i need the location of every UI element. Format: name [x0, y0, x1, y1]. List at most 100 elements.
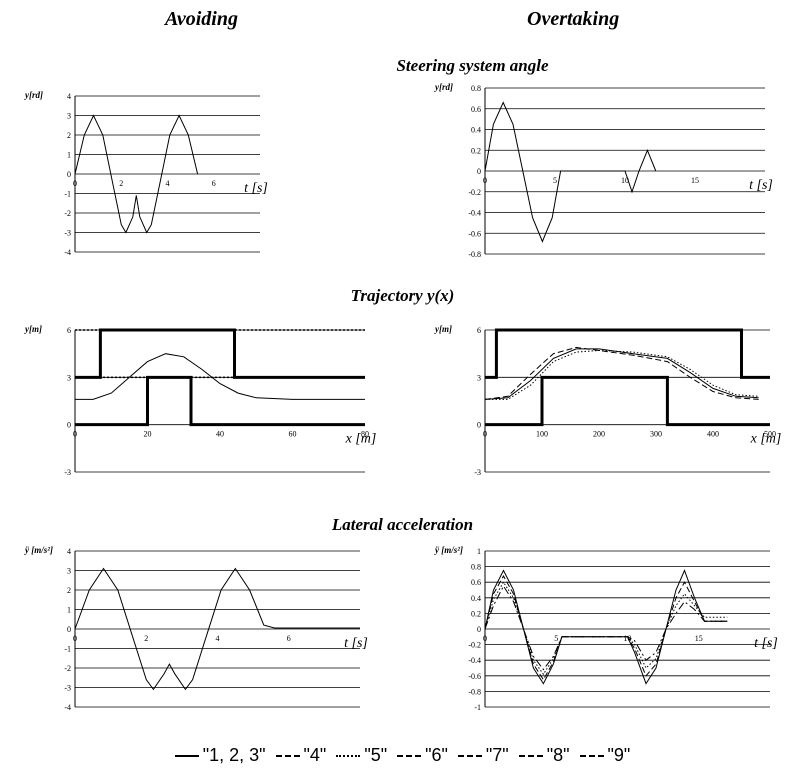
obstacle-boundary — [75, 328, 365, 379]
overtaking-header: Overtaking — [527, 8, 620, 30]
y-tick-label: 1 — [67, 606, 71, 615]
y-tick-label: -3 — [64, 468, 71, 477]
legend-label: "8" — [546, 745, 570, 765]
x-tick-label: 0 — [483, 176, 487, 185]
y-tick-label: -0.8 — [468, 250, 481, 259]
series-line — [74, 567, 360, 691]
series-line — [484, 101, 657, 243]
y-tick-label: 0 — [67, 170, 71, 179]
y-tick-label: 0 — [477, 625, 481, 634]
x-axis-label: x [m] — [750, 432, 782, 447]
y-tick-label: 6 — [67, 326, 71, 335]
y-tick-label: 3 — [67, 112, 71, 121]
x-tick-label: 0 — [483, 430, 487, 439]
y-tick-label: -3 — [64, 229, 71, 238]
legend: "1, 2, 3" "4" "5" "6" "7" "8" "9" — [0, 745, 805, 766]
y-tick-label: -4 — [64, 248, 71, 257]
y-tick-label: 6 — [477, 326, 481, 335]
series-line — [484, 569, 728, 685]
chart-lateral-overtaking: -1-0.8-0.6-0.4-0.200.20.40.60.810 5 10 15ÿ … — [434, 545, 778, 712]
y-tick-label: 2 — [67, 586, 71, 595]
y-tick-label: -2 — [64, 664, 71, 673]
y-tick-label: 0.2 — [471, 609, 481, 618]
y-tick-label: -2 — [64, 209, 71, 218]
y-axis-label: ÿ [m/s²] — [24, 545, 53, 555]
x-tick-label: 100 — [536, 430, 548, 439]
legend-swatch — [397, 755, 422, 758]
y-axis-label: y[m] — [24, 324, 42, 334]
x-tick-label: 10 — [621, 176, 629, 185]
y-tick-label: -3 — [474, 468, 481, 477]
x-tick-label: 4 — [216, 634, 220, 643]
y-tick-label: 0.8 — [471, 563, 481, 572]
legend-item: "5" — [336, 745, 387, 766]
x-tick-label: 2 — [119, 179, 123, 188]
y-axis-label: ÿ [m/s²] — [434, 545, 463, 555]
x-tick-label: 10 — [624, 634, 632, 643]
section-title-steering: Steering system angle — [396, 56, 549, 75]
legend-item: "7" — [457, 745, 509, 766]
x-tick-label: 0 — [73, 430, 77, 439]
y-tick-label: 4 — [67, 547, 71, 556]
series-line — [75, 353, 365, 400]
y-tick-label: -1 — [64, 190, 71, 199]
y-tick-label: 0 — [477, 421, 481, 430]
x-tick-label: 5 — [554, 634, 558, 643]
y-tick-label: -1 — [64, 645, 71, 654]
y-tick-label: 3 — [67, 373, 71, 382]
x-tick-label: 300 — [650, 430, 662, 439]
obstacle-boundary — [485, 328, 770, 379]
x-tick-label: 20 — [144, 430, 152, 439]
x-tick-label: 6 — [212, 179, 216, 188]
y-tick-label: -0.4 — [468, 209, 481, 218]
x-tick-label: 0 — [73, 179, 77, 188]
y-tick-label: -0.6 — [468, 229, 481, 238]
y-tick-label: 0 — [67, 421, 71, 430]
y-tick-label: 0.4 — [471, 126, 481, 135]
section-title-trajectory: Trajectory y(x) — [350, 286, 455, 305]
x-tick-label: 60 — [289, 430, 297, 439]
x-tick-label: 2 — [144, 634, 148, 643]
x-axis-label: t [s] — [749, 178, 773, 193]
series-line — [485, 349, 759, 400]
x-tick-label: 6 — [287, 634, 291, 643]
y-axis-label: y[rd] — [434, 82, 453, 92]
x-tick-label: 500 — [764, 430, 776, 439]
y-tick-label: 3 — [477, 373, 481, 382]
legend-label: "9" — [607, 745, 631, 765]
y-tick-label: 1 — [477, 547, 481, 556]
x-axis-label: t [s] — [344, 636, 368, 651]
y-axis-label: y[m] — [434, 324, 452, 334]
y-tick-label: -0.6 — [468, 672, 481, 681]
legend-swatch — [275, 755, 300, 758]
x-tick-label: 400 — [707, 430, 719, 439]
y-tick-label: 0.2 — [471, 146, 481, 155]
x-tick-label: 40 — [216, 430, 224, 439]
x-tick-label: 200 — [593, 430, 605, 439]
legend-swatch — [518, 755, 543, 758]
legend-item: "8" — [518, 745, 570, 766]
y-tick-label: 2 — [67, 131, 71, 140]
series-line — [74, 114, 199, 234]
y-axis-label: y[rd] — [24, 90, 43, 100]
series-line — [484, 585, 728, 671]
x-tick-label: 0 — [73, 634, 77, 643]
y-tick-label: 0.6 — [471, 105, 481, 114]
y-tick-label: 3 — [67, 567, 71, 576]
series-line — [484, 574, 728, 681]
x-tick-label: 80 — [361, 430, 369, 439]
x-tick-label: 0 — [483, 634, 487, 643]
legend-item: "9" — [579, 745, 631, 766]
y-tick-label: -0.2 — [468, 188, 481, 197]
legend-swatch — [336, 755, 361, 758]
legend-label: "6" — [425, 745, 448, 765]
series-line — [484, 346, 759, 400]
series-line — [484, 348, 759, 400]
y-tick-label: -4 — [64, 703, 71, 712]
legend-item: "4" — [275, 745, 326, 766]
legend-swatch — [579, 755, 604, 758]
obstacle-boundary — [485, 375, 770, 427]
y-tick-label: 0.4 — [471, 594, 481, 603]
